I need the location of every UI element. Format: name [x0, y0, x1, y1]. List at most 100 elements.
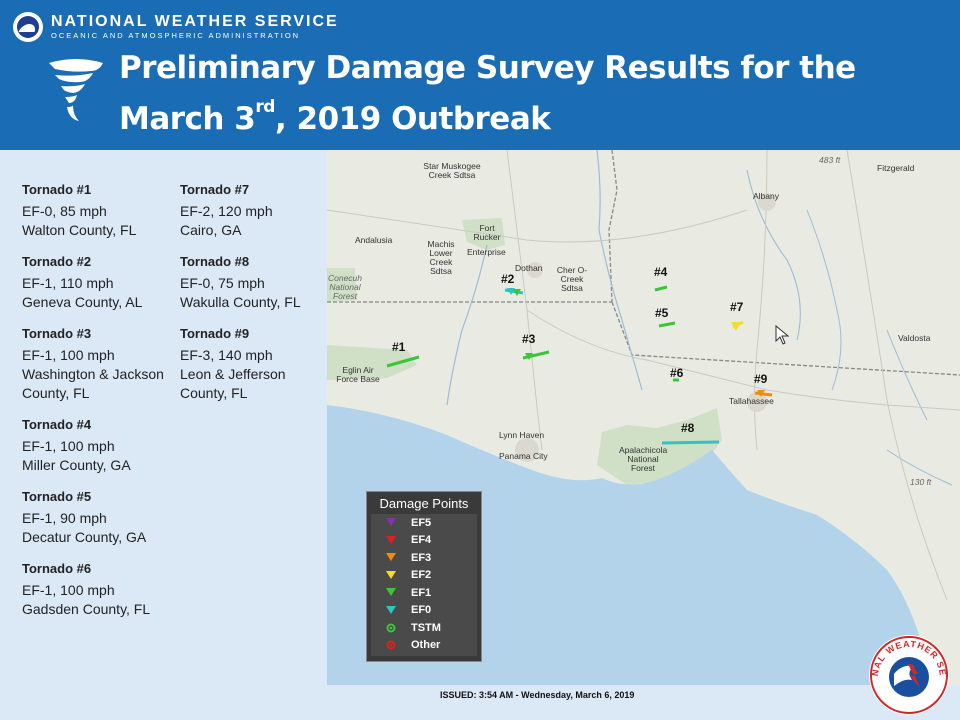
tornado-rating: EF-1, 100 mph	[22, 438, 115, 454]
tornado-rating: EF-0, 85 mph	[22, 203, 107, 219]
tornado-rating: EF-2, 120 mph	[180, 203, 273, 219]
tornado-rating: EF-1, 110 mph	[22, 275, 114, 291]
tornado-1-summary: Tornado #1 EF-0, 85 mph Walton County, FL	[22, 182, 172, 240]
label-road-483: 483 ft	[819, 155, 841, 165]
legend-item-ef5: EF5	[371, 514, 477, 532]
legend-item-label: EF1	[411, 586, 432, 599]
tornado-location: Walton County, FL	[22, 222, 137, 238]
noaa-logo	[13, 12, 43, 42]
tornado-4-summary: Tornado #4 EF-1, 100 mph Miller County, GA	[22, 417, 172, 475]
label-eglin: Eglin Air Force Base	[336, 365, 380, 384]
track-4	[654, 285, 668, 292]
track-label-3: #3	[522, 332, 536, 346]
label-dothan: Dothan	[515, 263, 543, 273]
track-1	[386, 355, 420, 368]
eglin-area	[327, 345, 417, 380]
label-road-130: 130 ft	[910, 477, 932, 487]
page-title-line1: Preliminary Damage Survey Results for th…	[119, 50, 856, 86]
page-title-line2: March 3rd, 2019 Outbreak	[119, 97, 551, 137]
tornado-name: Tornado #6	[22, 561, 92, 576]
track-label-9: #9	[754, 372, 768, 386]
legend-item-ef3: EF3	[371, 549, 477, 567]
al-ga-boundary	[608, 150, 618, 303]
damage-points-legend: Damage Points EF5 EF4 EF3 EF2 EF1 EF0 TSTM Othe…	[366, 491, 482, 662]
road-line	[526, 309, 960, 411]
damage-point-ef2	[731, 322, 741, 331]
tornado-location: Miller County, GA	[22, 457, 131, 473]
flint-river	[746, 169, 801, 341]
legend-item-label: EF4	[411, 534, 432, 547]
triangle-marker-icon	[371, 535, 411, 545]
legend-item-label: EF0	[411, 604, 432, 617]
ochlockonee-river	[806, 209, 842, 391]
label-albany: Albany	[753, 191, 779, 201]
damage-point-ef3	[757, 390, 765, 397]
legend-item-ef2: EF2	[371, 567, 477, 585]
label-machis: Machis Lower Creek Sdtsa	[427, 239, 455, 276]
tornado-summary-panel: Tornado #1 EF-0, 85 mph Walton County, FL …	[0, 150, 327, 720]
tornado-location: Gadsden County, FL	[22, 601, 151, 617]
agency-name: NATIONAL WEATHER SERVICE	[51, 13, 339, 30]
legend-item-label: EF2	[411, 569, 432, 582]
mouse-cursor-icon	[775, 324, 790, 345]
tornado-8-summary: Tornado #8 EF-0, 75 mph Wakulla County, FL	[180, 254, 330, 312]
choctawhatchee-river	[446, 244, 488, 406]
tornado-rating: EF-1, 100 mph	[22, 347, 115, 363]
tornado-5-summary: Tornado #5 EF-1, 90 mph Decatur County, GA	[22, 489, 172, 547]
legend-item-tstm: TSTM	[371, 619, 477, 637]
tornado-name: Tornado #7	[180, 182, 250, 197]
track-label-2: #2	[501, 272, 515, 286]
legend-item-label: EF5	[411, 516, 432, 529]
tornado-3-summary: Tornado #3 EF-1, 100 mph Washington & Jack…	[22, 326, 172, 403]
legend-item-ef4: EF4	[371, 532, 477, 550]
conecuh-forest-area	[327, 268, 357, 302]
triangle-marker-icon	[371, 553, 411, 562]
legend-item-label: Other	[411, 639, 441, 652]
chattahoochee-river	[596, 150, 643, 391]
tornado-rating: EF-1, 90 mph	[22, 510, 107, 526]
panama-city-area	[515, 438, 539, 462]
tornado-name: Tornado #2	[22, 254, 92, 269]
tornado-location: Washington & Jackson County, FL	[22, 366, 164, 401]
label-enterprise: Enterprise	[467, 247, 506, 257]
legend-item-ef1: EF1	[371, 584, 477, 602]
label-cher-o-creek: Cher O-Creek Sdtsa	[556, 265, 588, 293]
label-star-muskogee: Star Muskogee Creek Sdtsa	[423, 161, 481, 180]
track-label-6: #6	[670, 366, 684, 380]
legend-item-label: EF3	[411, 551, 432, 564]
tornado-rating: EF-0, 75 mph	[180, 275, 265, 291]
suwannee-river	[886, 449, 953, 486]
tornado-name: Tornado #5	[22, 489, 92, 504]
legend-body: EF5 EF4 EF3 EF2 EF1 EF0 TSTM Other	[371, 514, 477, 656]
track-8	[661, 440, 720, 445]
agency-subtitle: OCEANIC AND ATMOSPHERIC ADMINISTRATION	[51, 31, 301, 40]
triangle-marker-icon	[371, 518, 411, 527]
road-line	[506, 150, 543, 451]
damage-point-ef1	[513, 289, 521, 296]
tornado-location: Wakulla County, FL	[180, 294, 301, 310]
tornado-7-summary: Tornado #7 EF-2, 120 mph Cairo, GA	[180, 182, 330, 240]
tornado-column-left: Tornado #1 EF-0, 85 mph Walton County, FL …	[22, 182, 172, 633]
fort-rucker-area	[462, 218, 505, 250]
circle-marker-icon	[371, 640, 411, 650]
issued-timestamp: ISSUED: 3:54 AM - Wednesday, March 6, 20…	[440, 690, 635, 700]
damage-point-ef1	[525, 353, 533, 360]
tornado-6-summary: Tornado #6 EF-1, 100 mph Gadsden County, F…	[22, 561, 172, 619]
tornado-rating: EF-3, 140 mph	[180, 347, 273, 363]
label-andalusia: Andalusia	[355, 235, 393, 245]
tornado-2-summary: Tornado #2 EF-1, 110 mph Geneva County, AL	[22, 254, 172, 312]
track-label-8: #8	[681, 421, 695, 435]
tornado-location: Geneva County, AL	[22, 294, 143, 310]
track-9	[754, 391, 773, 397]
track-label-4: #4	[654, 265, 668, 279]
label-lynn-haven: Lynn Haven	[499, 430, 545, 440]
tornado-name: Tornado #4	[22, 417, 92, 432]
tornado-icon	[49, 59, 103, 121]
tornado-rating: EF-1, 100 mph	[22, 582, 115, 598]
header-banner: NATIONAL WEATHER SERVICE OCEANIC AND ATM…	[0, 0, 960, 150]
tornado-location: Leon & Jefferson County, FL	[180, 366, 286, 401]
tornado-name: Tornado #9	[180, 326, 250, 341]
tornado-name: Tornado #3	[22, 326, 92, 341]
label-apalachicola: Apalachicola National Forest	[619, 445, 668, 473]
road-line	[327, 209, 748, 243]
